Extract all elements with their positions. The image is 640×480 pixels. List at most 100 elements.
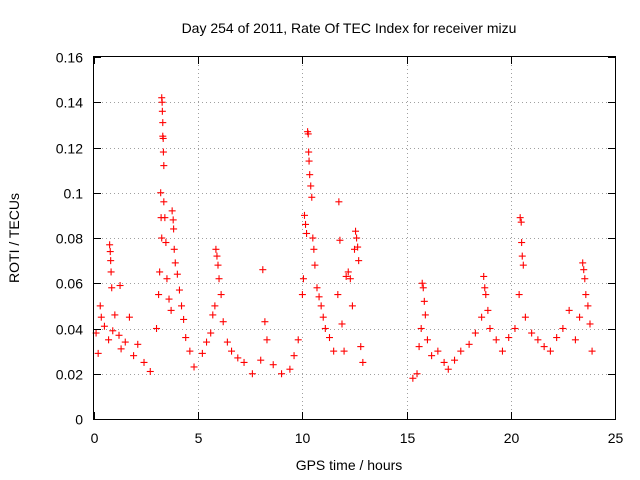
data-point: [180, 315, 188, 323]
data-point: [444, 365, 452, 373]
data-point: [212, 245, 220, 253]
data-point: [321, 325, 329, 332]
data-point: [580, 266, 588, 274]
data-point: [158, 234, 166, 242]
data-point: [171, 259, 179, 267]
data-point: [163, 275, 171, 283]
data-point: [158, 98, 166, 106]
data-point: [125, 313, 133, 321]
data-point: [108, 284, 116, 292]
data-point: [313, 284, 321, 292]
data-point: [571, 336, 579, 344]
data-point: [417, 325, 425, 332]
data-point: [186, 347, 194, 355]
data-point: [434, 347, 442, 355]
x-tick-label: 5: [195, 430, 203, 446]
data-point: [518, 239, 526, 247]
data-point: [213, 252, 221, 260]
data-point: [160, 162, 168, 170]
data-point: [94, 349, 102, 357]
data-point: [234, 354, 242, 362]
y-tick-label: 0.16: [56, 50, 83, 66]
y-tick-label: 0.04: [56, 322, 83, 338]
data-point: [311, 261, 319, 269]
data-point: [519, 261, 527, 269]
y-tick-label: 0.06: [56, 276, 83, 292]
data-point: [342, 272, 350, 280]
data-point: [517, 218, 525, 226]
data-point: [359, 358, 367, 366]
data-point: [155, 291, 163, 299]
data-point: [100, 322, 108, 330]
data-point: [481, 284, 489, 292]
data-point: [486, 325, 494, 332]
data-point: [498, 347, 506, 355]
data-point: [121, 338, 129, 346]
data-point: [170, 245, 178, 253]
data-point: [588, 347, 596, 355]
data-points-layer: [92, 94, 596, 382]
data-point: [190, 363, 198, 371]
data-point: [299, 275, 307, 283]
data-point: [546, 347, 554, 355]
plot-frame: [93, 56, 616, 420]
data-point: [423, 336, 431, 344]
data-point: [584, 302, 592, 310]
data-point: [305, 148, 313, 156]
data-point: [586, 320, 594, 328]
data-point: [168, 207, 176, 215]
data-point: [553, 334, 561, 342]
data-point: [97, 313, 105, 321]
data-point: [106, 248, 114, 256]
data-point: [330, 347, 338, 355]
data-point: [298, 291, 306, 299]
data-point: [348, 302, 356, 310]
data-point: [304, 130, 312, 138]
y-tick-label: 0.14: [56, 95, 83, 111]
data-point: [418, 279, 426, 287]
data-point: [457, 347, 465, 355]
data-point: [352, 227, 360, 235]
data-point: [576, 313, 584, 321]
data-point: [156, 268, 164, 276]
data-point: [336, 236, 344, 244]
data-point: [107, 268, 115, 276]
data-point: [338, 320, 346, 328]
data-point: [178, 302, 186, 310]
data-point: [565, 306, 573, 314]
data-point: [117, 345, 125, 353]
data-point: [109, 327, 117, 335]
data-point: [300, 211, 308, 219]
data-point: [315, 293, 323, 301]
data-point: [215, 275, 223, 283]
data-point: [248, 370, 256, 378]
data-point: [115, 331, 123, 339]
data-point: [146, 367, 154, 375]
data-point: [140, 358, 148, 366]
data-point: [167, 306, 175, 314]
data-point: [261, 318, 269, 326]
chart-title: Day 254 of 2011, Rate Of TEC Index for r…: [182, 20, 517, 36]
data-point: [211, 302, 219, 310]
x-axis-label: GPS time / hours: [296, 457, 403, 473]
data-point: [302, 220, 310, 228]
data-point: [169, 216, 177, 224]
data-point: [278, 370, 286, 378]
data-point: [107, 257, 115, 265]
data-point: [309, 234, 317, 242]
y-tick-label: 0.08: [56, 231, 83, 247]
data-point: [182, 334, 190, 342]
data-point: [305, 157, 313, 165]
data-point: [484, 306, 492, 314]
data-point: [354, 243, 362, 251]
data-point: [420, 297, 428, 305]
y-tick-label: 0.1: [64, 186, 84, 202]
data-point: [310, 245, 318, 253]
data-point: [534, 336, 542, 344]
data-point: [207, 329, 215, 337]
data-point: [413, 370, 421, 378]
data-point: [259, 266, 267, 274]
data-point: [307, 182, 315, 190]
data-point: [451, 356, 459, 364]
